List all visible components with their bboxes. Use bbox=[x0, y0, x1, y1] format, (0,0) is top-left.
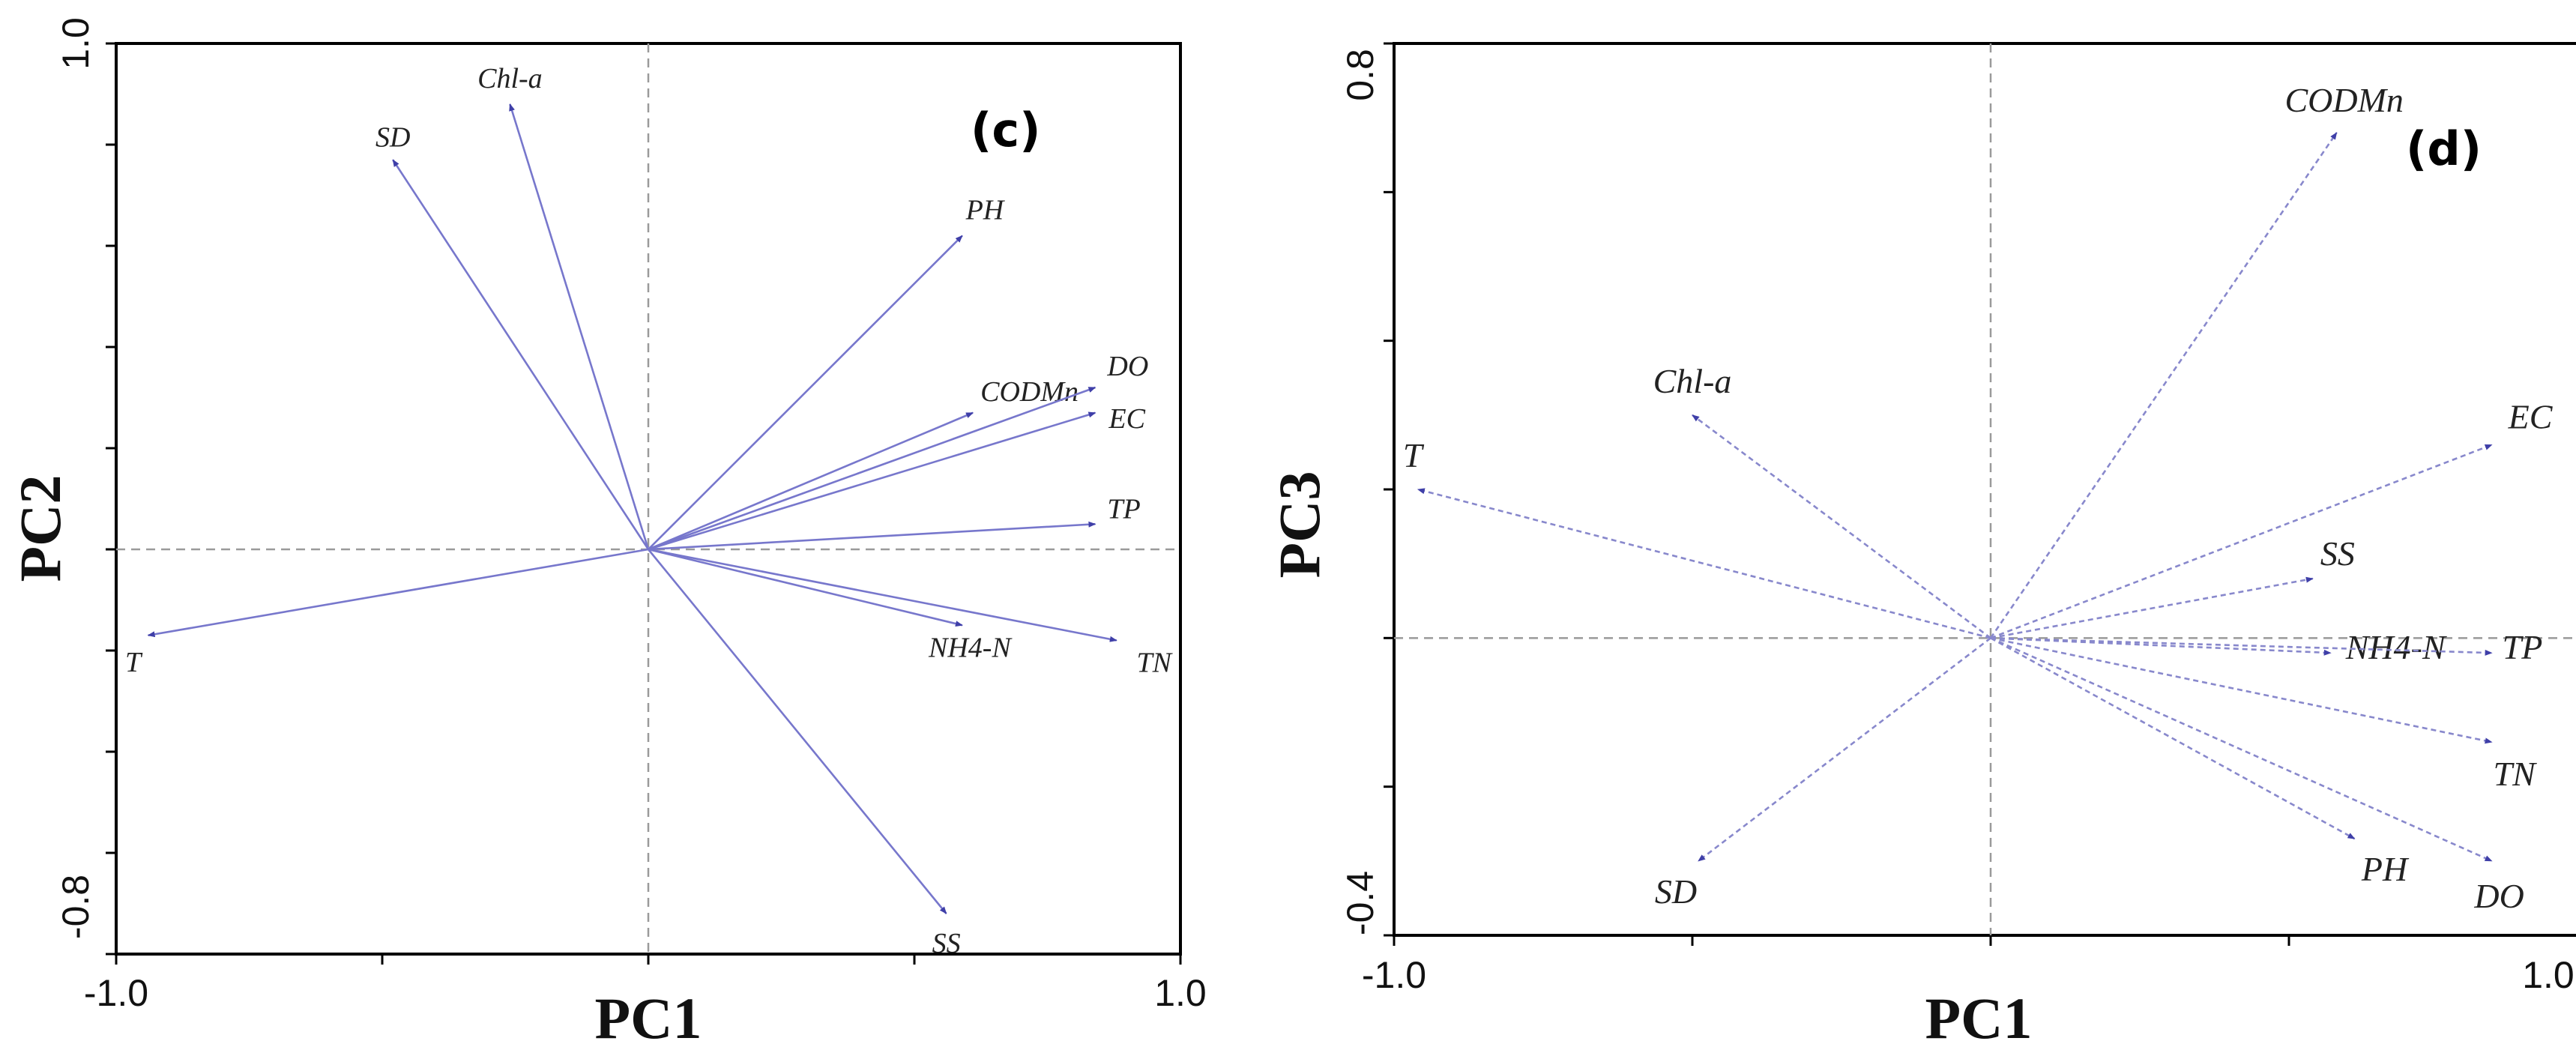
zero-lines bbox=[116, 43, 1180, 954]
vector-arrow-tn bbox=[1990, 637, 2493, 744]
y-tick-label-min: -0.8 bbox=[55, 875, 97, 939]
vector-arrow-chl-a bbox=[1692, 414, 1991, 639]
vector-arrow-tp bbox=[648, 521, 1097, 551]
vector-arrow-tn bbox=[648, 548, 1117, 642]
vector-label-sd: SD bbox=[1655, 872, 1697, 911]
vector-arrow-do bbox=[648, 386, 1097, 551]
vector-label-do: DO bbox=[2473, 877, 2524, 915]
vector-arrow-tp bbox=[1990, 637, 2493, 656]
x-axis-label: PC1 bbox=[1925, 986, 2033, 1044]
axis-ticks bbox=[106, 42, 1182, 965]
vector-label-chl-a: Chl-a bbox=[477, 63, 543, 94]
x-tick-label-max: 1.0 bbox=[2522, 954, 2575, 996]
vector-arrow-do bbox=[1990, 637, 2493, 863]
vector-label-do: DO bbox=[1106, 351, 1148, 382]
vector-arrow-ph bbox=[1990, 637, 2356, 840]
vector-label-ph: PH bbox=[2361, 850, 2410, 888]
vector-label-sd: SD bbox=[375, 121, 410, 153]
vector-label-codmn: CODMn bbox=[2284, 81, 2403, 119]
vector-arrow-ec bbox=[648, 411, 1097, 551]
axis-ticks bbox=[1384, 42, 2290, 946]
vector-arrow-codmn bbox=[1989, 132, 2338, 639]
y-axis-label: PC2 bbox=[7, 475, 73, 582]
vector-label-ec: EC bbox=[1108, 403, 1145, 435]
panel-label: (c) bbox=[971, 103, 1040, 157]
vector-label-t: T bbox=[125, 647, 143, 678]
vector-label-ec: EC bbox=[2508, 398, 2554, 436]
vector-arrow-ec bbox=[1990, 444, 2493, 639]
vector-label-ss: SS bbox=[2320, 534, 2355, 573]
vector-label-codmn: CODMn bbox=[980, 376, 1079, 408]
vector-arrow-sd bbox=[392, 159, 650, 550]
vector-label-nh4-n: NH4-N bbox=[928, 632, 1013, 663]
vector-arrow-sd bbox=[1698, 637, 1991, 862]
vectors: Chl-a SD PH CODMn DO EC TP T NH4-N TN SS bbox=[125, 63, 1174, 959]
vector-label-ph: PH bbox=[965, 195, 1006, 226]
vector-arrow-codmn bbox=[648, 411, 974, 551]
vector-arrow-ss bbox=[1990, 576, 2314, 639]
vector-arrow-ss bbox=[647, 549, 947, 914]
plot-frame bbox=[1393, 42, 2576, 937]
x-tick-label-max: 1.0 bbox=[1154, 972, 1207, 1014]
vector-label-nh4-n: NH4-N bbox=[2345, 628, 2447, 666]
vector-arrow-nh4-n bbox=[648, 548, 963, 627]
vector-arrow-t bbox=[147, 548, 649, 638]
vector-arrow-chl-a bbox=[509, 103, 650, 550]
vector-label-tp: TP bbox=[2503, 628, 2543, 666]
vector-label-chl-a: Chl-a bbox=[1653, 362, 1732, 400]
vectors: CODMn Chl-a EC T SS NH4-N TP TN PH DO SD bbox=[1403, 81, 2554, 915]
vector-label-t: T bbox=[1403, 436, 1425, 474]
vector-arrow-ph bbox=[648, 235, 963, 550]
vector-arrow-nh4-n bbox=[1990, 637, 2332, 656]
x-tick-label-min: -1.0 bbox=[84, 972, 148, 1014]
y-tick-label-max: 1.0 bbox=[55, 17, 97, 70]
x-tick-label-min: -1.0 bbox=[1362, 954, 1426, 996]
y-tick-label-max: 0.8 bbox=[1339, 49, 1381, 101]
vector-label-tp: TP bbox=[1107, 493, 1140, 525]
vector-label-tn: TN bbox=[2494, 755, 2538, 793]
vector-label-ss: SS bbox=[932, 928, 961, 959]
vector-arrow-t bbox=[1417, 488, 1991, 639]
x-axis-label: PC1 bbox=[595, 986, 702, 1044]
panel-label: (d) bbox=[2406, 121, 2482, 176]
y-axis-label: PC3 bbox=[1267, 471, 1332, 579]
zero-lines bbox=[1394, 43, 2576, 935]
vector-label-tn: TN bbox=[1137, 648, 1174, 679]
y-tick-label-min: -0.4 bbox=[1339, 871, 1381, 935]
